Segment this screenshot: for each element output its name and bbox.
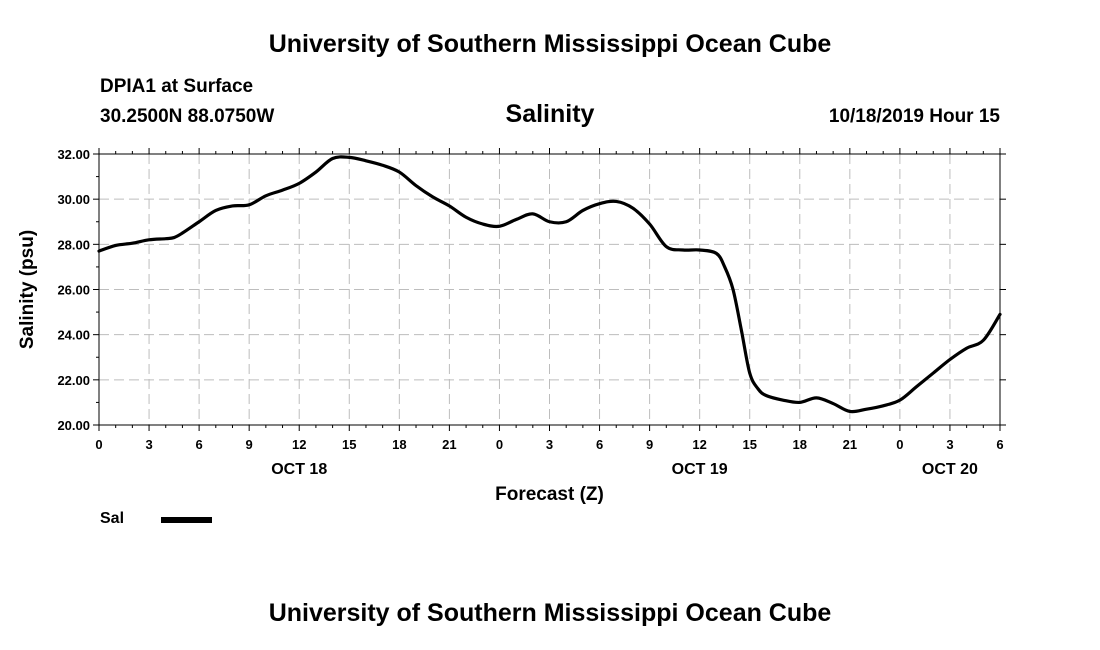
legend-label: Sal <box>100 510 125 527</box>
y-tick-label: 20.00 <box>57 418 90 433</box>
x-tick-label: 18 <box>392 437 406 452</box>
y-tick-label: 24.00 <box>57 328 90 343</box>
date-label: OCT 20 <box>922 461 978 478</box>
y-axis-label: Salinity (psu) <box>17 230 38 349</box>
parameter-title: Salinity <box>505 100 595 128</box>
y-tick-label: 28.00 <box>57 237 90 252</box>
x-tick-label: 12 <box>292 437 306 452</box>
plot-frame <box>98 153 1001 426</box>
series-line-sal <box>97 155 1002 414</box>
footer-title: University of Southern Mississippi Ocean… <box>268 599 832 627</box>
x-tick-label: 3 <box>946 437 953 452</box>
x-tick-label: 0 <box>95 437 102 452</box>
x-tick-label: 21 <box>442 437 456 452</box>
x-tick-label: 6 <box>195 437 202 452</box>
x-tick-label: 0 <box>896 437 903 452</box>
coordinates-label: 30.2500N 88.0750W <box>100 106 275 127</box>
station-label: DPIA1 at Surface <box>100 76 254 97</box>
y-tick-label: 22.00 <box>57 373 90 388</box>
date-label: OCT 19 <box>672 461 728 478</box>
x-tick-label: 9 <box>646 437 653 452</box>
x-tick-label: 21 <box>843 437 857 452</box>
x-tick-label: 0 <box>496 437 503 452</box>
x-tick-label: 15 <box>742 437 756 452</box>
date-label: OCT 18 <box>271 461 327 478</box>
y-tick-label: 26.00 <box>57 283 90 298</box>
y-tick-label: 30.00 <box>57 192 90 207</box>
x-tick-label: 9 <box>246 437 253 452</box>
x-tick-label: 12 <box>692 437 706 452</box>
x-tick-label: 18 <box>793 437 807 452</box>
chart-title: University of Southern Mississippi Ocean… <box>268 30 832 58</box>
forecast-datetime: 10/18/2019 Hour 15 <box>828 106 1000 127</box>
x-tick-label: 15 <box>342 437 356 452</box>
x-tick-label: 6 <box>596 437 603 452</box>
x-tick-label: 3 <box>145 437 152 452</box>
x-tick-label: 6 <box>996 437 1003 452</box>
x-tick-label: 3 <box>546 437 553 452</box>
y-tick-label: 32.00 <box>57 147 90 162</box>
x-axis-label: Forecast (Z) <box>495 484 604 505</box>
legend-swatch <box>161 517 212 523</box>
